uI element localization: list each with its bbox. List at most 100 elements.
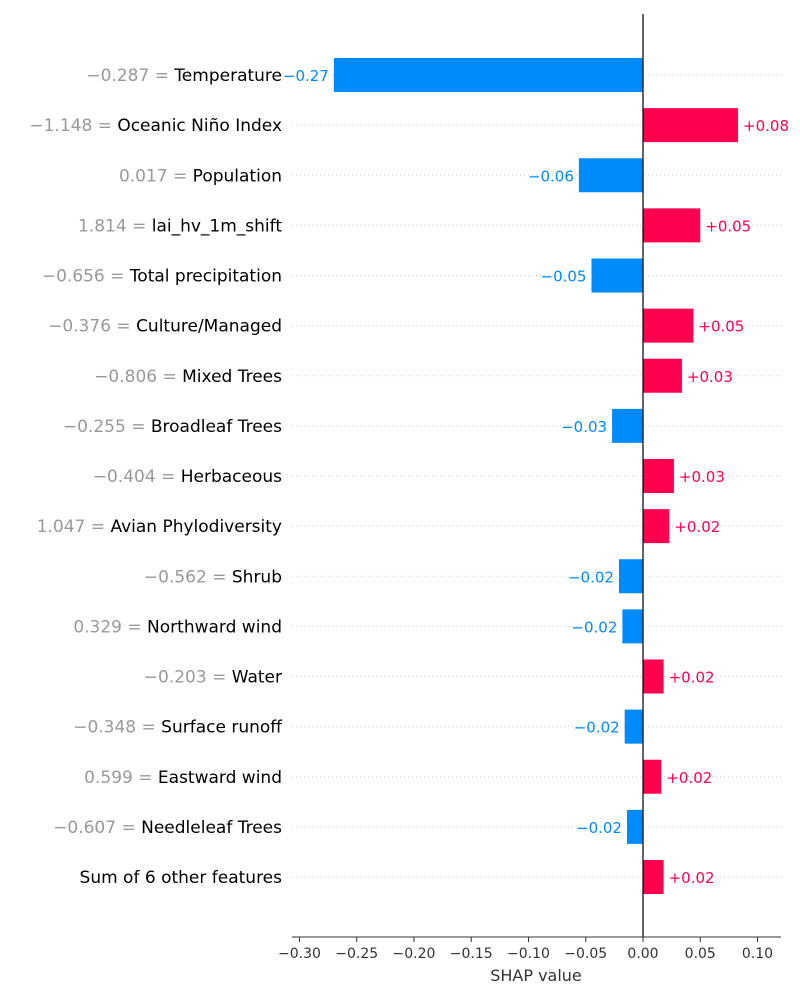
labels-layer: −0.287 = Temperature −0.27 −1.148 = Oceani… <box>29 66 789 888</box>
shap-bar <box>643 358 682 393</box>
shap-bar <box>624 709 643 744</box>
feature-value: −1.148 = <box>29 116 117 136</box>
feature-value: 1.047 = <box>37 517 111 537</box>
shap-bar <box>643 509 670 544</box>
feature-label: −0.562 = Shrub <box>144 567 282 587</box>
feature-label: −0.203 = Water <box>144 668 282 688</box>
bar-value-label: −0.27 <box>283 67 329 85</box>
shap-bar <box>643 208 701 243</box>
feature-name: Mixed Trees <box>182 367 282 387</box>
bar-value-label: −0.02 <box>574 719 620 737</box>
feature-name: Surface runoff <box>161 718 283 738</box>
feature-label: 0.599 = Eastward wind <box>84 768 282 788</box>
bar-value-label: −0.02 <box>571 618 617 636</box>
bar-value-label: +0.02 <box>669 669 715 687</box>
x-axis-title: SHAP value <box>490 966 582 985</box>
shap-bar <box>643 659 664 694</box>
shap-bar <box>612 408 643 443</box>
feature-value: −0.203 = <box>144 668 232 688</box>
feature-value: −0.255 = <box>63 417 151 437</box>
shap-bar <box>643 759 662 794</box>
shap-bar <box>622 609 643 644</box>
shap-bar <box>643 459 674 493</box>
x-tick-label: 0.05 <box>685 946 716 962</box>
feature-name: Broadleaf Trees <box>151 417 282 437</box>
shap-bar <box>618 559 643 594</box>
x-tick-label: −0.10 <box>507 946 550 962</box>
feature-value: −0.348 = <box>73 718 161 738</box>
bar-value-label: +0.02 <box>674 518 720 536</box>
feature-name: Total precipitation <box>129 267 282 287</box>
shap-bar <box>643 860 664 894</box>
bar-value-label: −0.03 <box>561 418 607 436</box>
feature-value: 0.599 = <box>84 768 158 788</box>
x-axis-ticks: −0.30 −0.25 −0.20 −0.15 −0.10 −0.05 0.00 0.05 0.… <box>278 937 773 962</box>
feature-label: 0.329 = Northward wind <box>73 617 282 637</box>
feature-name: Sum of 6 other features <box>80 868 283 888</box>
feature-value: 0.017 = <box>119 166 193 186</box>
bar-value-label: +0.08 <box>743 117 789 135</box>
shap-bar <box>626 809 643 844</box>
feature-name: Population <box>193 166 282 186</box>
feature-label: −0.376 = Culture/Managed <box>48 317 282 337</box>
x-tick-label: −0.30 <box>278 946 321 962</box>
feature-name: Culture/Managed <box>136 317 282 337</box>
feature-value: −0.562 = <box>144 567 232 587</box>
feature-label: 0.017 = Population <box>119 166 282 186</box>
shap-bar <box>643 308 694 343</box>
feature-value: 0.329 = <box>73 617 147 637</box>
x-tick-label: −0.05 <box>564 946 607 962</box>
feature-label: −1.148 = Oceanic Niño Index <box>29 116 282 136</box>
feature-value: −0.287 = <box>86 66 174 86</box>
grid-layer <box>292 74 781 878</box>
feature-value: 1.814 = <box>78 216 152 236</box>
feature-name: lai_hv_1m_shift <box>152 216 283 236</box>
x-tick-label: −0.25 <box>335 946 378 962</box>
x-tick-label: −0.15 <box>450 946 493 962</box>
feature-name: Needleleaf Trees <box>141 818 282 838</box>
bar-value-label: +0.02 <box>666 769 712 787</box>
feature-name: Avian Phylodiversity <box>110 517 282 537</box>
bar-value-label: −0.02 <box>576 819 622 837</box>
feature-label: Sum of 6 other features <box>80 868 283 888</box>
x-tick-label: 0.10 <box>742 946 773 962</box>
bar-value-label: +0.05 <box>698 318 744 336</box>
feature-value: −0.404 = <box>93 467 181 487</box>
feature-label: −0.656 = Total precipitation <box>42 267 282 287</box>
bar-value-label: −0.05 <box>541 268 587 286</box>
bar-value-label: +0.03 <box>687 368 733 386</box>
bar-value-label: +0.03 <box>679 468 725 486</box>
shap-bar <box>591 258 643 293</box>
bar-value-label: −0.02 <box>568 568 614 586</box>
feature-name: Oceanic Niño Index <box>117 116 282 136</box>
feature-value: −0.376 = <box>48 317 136 337</box>
shap-bar <box>643 108 739 143</box>
x-tick-label: 0.00 <box>627 946 658 962</box>
bar-value-label: +0.02 <box>669 869 715 887</box>
bar-value-label: +0.05 <box>705 217 751 235</box>
feature-label: −0.806 = Mixed Trees <box>94 367 282 387</box>
feature-name: Water <box>232 668 282 688</box>
feature-label: −0.255 = Broadleaf Trees <box>63 417 282 437</box>
shap-bar <box>578 158 643 193</box>
feature-label: 1.047 = Avian Phylodiversity <box>37 517 282 537</box>
feature-label: −0.348 = Surface runoff <box>73 718 283 738</box>
feature-label: −0.404 = Herbaceous <box>93 467 282 487</box>
feature-label: −0.607 = Needleleaf Trees <box>53 818 282 838</box>
feature-name: Northward wind <box>147 617 282 637</box>
bars-layer <box>333 58 739 894</box>
feature-value: −0.806 = <box>94 367 182 387</box>
feature-name: Eastward wind <box>158 768 282 788</box>
feature-value: −0.656 = <box>42 267 130 287</box>
x-tick-label: −0.20 <box>393 946 436 962</box>
feature-value: −0.607 = <box>53 818 141 838</box>
feature-name: Shrub <box>232 567 282 587</box>
bar-value-label: −0.06 <box>528 167 574 185</box>
feature-name: Herbaceous <box>181 467 282 487</box>
feature-label: 1.814 = lai_hv_1m_shift <box>78 216 282 236</box>
shap-bar <box>333 58 643 92</box>
feature-label: −0.287 = Temperature <box>86 66 282 86</box>
feature-name: Temperature <box>173 66 282 86</box>
